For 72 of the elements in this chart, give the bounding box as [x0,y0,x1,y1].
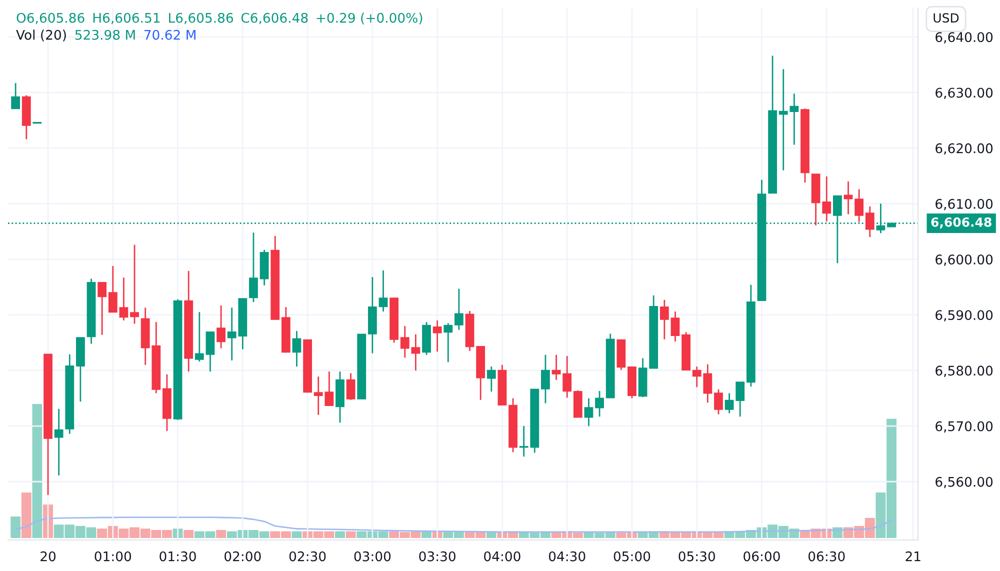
candlestick [130,244,139,324]
bar [10,516,21,538]
candlestick [11,82,20,110]
x-tick-label: 20 [40,551,56,562]
x-tick-label: 02:30 [289,551,326,562]
y-tick-label: 6,580.00 [936,366,993,377]
y-tick-label: 6,600.00 [936,254,993,266]
annotation: 70.62 M [144,30,196,40]
candlestick [714,388,723,416]
annotation: H6,606.51 [93,12,160,24]
candlestick [98,282,107,336]
candlestick [346,372,356,401]
candlestick [194,311,204,362]
candlestick [595,390,604,418]
candlestick [378,270,388,312]
x-tick-label: 06:00 [744,551,780,562]
bar [292,531,302,538]
bar [32,404,42,538]
y-tick-label: 6,620.00 [936,143,993,155]
candlestick [552,354,561,381]
candlestick [736,381,745,418]
candlestick [216,304,226,349]
x-tick-label: 01:00 [94,551,132,562]
bar [422,531,432,538]
y-tick-label: 6,640.00 [936,32,993,44]
candlestick [206,331,215,372]
annotation: Vol (20) [16,30,66,42]
bar [21,492,32,538]
candlestick [454,288,464,331]
text: USD [934,13,959,23]
candlestick [541,354,550,404]
candlestick [584,398,594,427]
candlestick [670,310,680,342]
candlestick [119,276,128,322]
x-tick-label: 01:30 [160,551,196,562]
x-tick-label: 04:30 [548,551,586,562]
candlestick [432,320,442,352]
candlestick [724,392,734,414]
y-tick-label: 6,630.00 [936,88,993,100]
y-tick-label: 6,610.00 [936,198,993,210]
bar [216,530,226,538]
candlestick [292,330,302,368]
bar [335,531,345,538]
y-tick-label: 6,560.00 [936,476,993,488]
candlestick [660,299,669,340]
x-tick-label: 02:00 [224,551,261,562]
annotation: C6,606.48 [241,12,308,24]
annotation: L6,605.86 [169,12,234,24]
bar [346,531,356,538]
candlestick [562,355,572,398]
bar [486,532,496,538]
candlestick [854,188,864,223]
candlestick [249,232,258,303]
annotation: O6,605.86 [16,12,84,24]
ref-line-label: 6,606.48 [931,217,992,228]
x-tick-label: 05:30 [678,551,715,562]
x-tick-label: 06:30 [808,551,845,562]
candlestick [865,206,874,238]
candlestick [54,408,64,476]
annotation: 523.98 M [75,30,135,40]
x-tick-label: 03:00 [354,551,391,562]
x-tick-label: 05:00 [614,551,650,562]
bar [184,530,194,538]
x-tick-label: 04:00 [484,551,520,562]
y-tick-label: 6,570.00 [936,421,993,433]
y-tick-label: 6,590.00 [936,310,993,322]
candlestick [444,322,453,363]
x-tick-label: 03:30 [419,551,456,562]
candlestick [108,265,118,313]
annotation: +0.29 (+0.00%) [316,12,422,24]
x-tick-label: 21 [906,551,920,562]
candlestick [486,366,496,392]
